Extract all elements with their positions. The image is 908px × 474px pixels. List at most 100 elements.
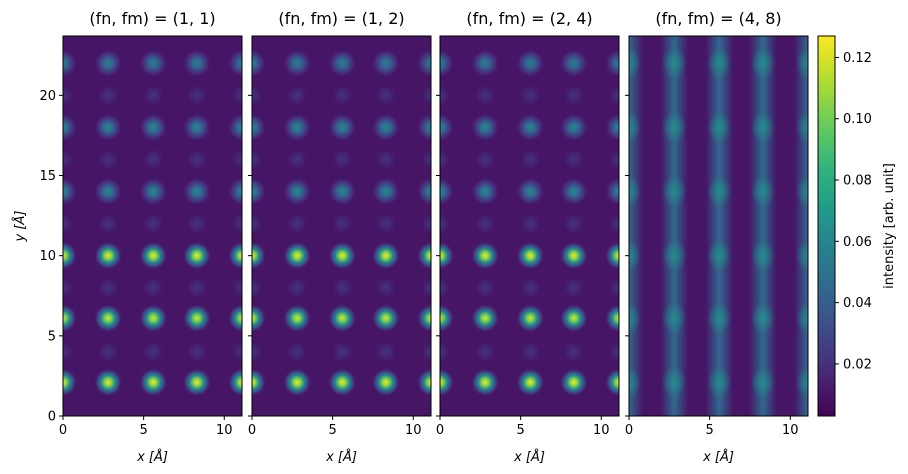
atom-peak	[516, 241, 545, 270]
atom-peak	[516, 304, 545, 333]
atom-peak	[139, 368, 168, 397]
atom-peak	[559, 49, 588, 78]
atom-peak	[63, 49, 77, 78]
panel-3-title: (fn, fm) = (2, 4)	[466, 9, 592, 28]
weak-peak	[186, 149, 207, 170]
atom-peak	[516, 49, 545, 78]
atom-peak	[228, 368, 242, 397]
atom-peak	[417, 113, 431, 142]
atom-peak	[417, 304, 431, 333]
atom-peak	[440, 304, 454, 333]
weak-peak	[63, 149, 73, 170]
intensity-peak	[796, 302, 808, 335]
atom-peak	[139, 113, 168, 142]
colorbar: 0.02 0.04 0.06 0.08 0.10 0.12 intensity [arb.…	[817, 35, 897, 417]
weak-peak	[232, 85, 242, 106]
atom-peak	[283, 241, 312, 270]
atom-peak	[139, 177, 168, 206]
panel-1-xlabel: x [Å]	[136, 449, 168, 465]
intensity-peak	[796, 111, 808, 144]
intensity-peak	[750, 239, 775, 272]
weak-peak	[520, 213, 541, 234]
atom-peak	[559, 241, 588, 270]
atom-peak	[328, 304, 357, 333]
atom-peak	[328, 368, 357, 397]
weak-peak	[287, 149, 308, 170]
atom-peak	[252, 49, 266, 78]
atom-peak	[417, 241, 431, 270]
intensity-peak	[707, 175, 732, 208]
panel-2-frame	[251, 35, 432, 417]
weak-peak	[475, 213, 496, 234]
atom-peak	[139, 49, 168, 78]
intensity-peak	[662, 239, 687, 272]
weak-peak	[520, 341, 541, 362]
atom-peak	[516, 368, 545, 397]
x-tick-label: 5	[705, 423, 713, 438]
weak-peak	[475, 149, 496, 170]
atom-peak	[228, 241, 242, 270]
weak-peak	[609, 277, 619, 298]
atom-peak	[228, 177, 242, 206]
atom-peak	[252, 241, 266, 270]
x-tick-label: 0	[436, 423, 444, 438]
panel-2-title: (fn, fm) = (1, 2)	[278, 9, 404, 28]
weak-peak	[287, 85, 308, 106]
intensity-peak	[707, 302, 732, 335]
panel-1-title: (fn, fm) = (1, 1)	[89, 9, 215, 28]
x-tick-label: 5	[139, 423, 147, 438]
panel-4-frame	[628, 35, 809, 417]
panel-4-title: (fn, fm) = (4, 8)	[655, 9, 781, 28]
atom-peak	[440, 49, 454, 78]
atom-peak	[252, 113, 266, 142]
weak-peak	[232, 341, 242, 362]
weak-peak	[63, 85, 73, 106]
panel-3: (fn, fm) = (2, 4) 0 5 10 x [Å]	[436, 9, 620, 465]
y-tick-label: 10	[39, 249, 56, 264]
panel-3-xlabel: x [Å]	[513, 449, 545, 465]
atom-peak	[182, 177, 211, 206]
atom-peak	[471, 304, 500, 333]
weak-peak	[475, 85, 496, 106]
atom-peak	[417, 368, 431, 397]
weak-peak	[252, 277, 262, 298]
atom-peak	[605, 113, 619, 142]
colorbar-tick-label: 0.06	[843, 235, 872, 250]
weak-peak	[143, 277, 164, 298]
atom-peak	[283, 304, 312, 333]
atom-peak	[328, 113, 357, 142]
atom-peak	[63, 368, 77, 397]
atom-peak	[471, 113, 500, 142]
panel-1-ticks: 0 5 10 0 5 10 15 20	[39, 89, 232, 438]
intensity-column	[748, 36, 777, 416]
intensity-peak	[750, 111, 775, 144]
panel-2-xlabel: x [Å]	[325, 449, 357, 465]
atom-peak	[63, 241, 77, 270]
atom-peak	[471, 177, 500, 206]
panel-3-ticks: 0 5 10	[436, 94, 610, 438]
weak-peak	[421, 341, 431, 362]
atom-peak	[63, 304, 77, 333]
weak-peak	[520, 149, 541, 170]
weak-peak	[520, 277, 541, 298]
intensity-peak	[629, 47, 641, 80]
colorbar-tick-label: 0.10	[843, 112, 872, 127]
atom-peak	[371, 304, 400, 333]
atom-peak	[283, 49, 312, 78]
y-tick-label: 20	[39, 89, 56, 104]
atom-peak	[471, 49, 500, 78]
atom-peak	[471, 241, 500, 270]
intensity-peak	[629, 111, 641, 144]
intensity-peak	[750, 302, 775, 335]
atom-peak	[328, 49, 357, 78]
weak-peak	[332, 277, 353, 298]
atom-peak	[371, 113, 400, 142]
colorbar-label: intensity [arb. unit]	[882, 163, 897, 289]
atom-peak	[559, 113, 588, 142]
atom-peak	[440, 368, 454, 397]
intensity-peak	[662, 111, 687, 144]
atom-peak	[440, 177, 454, 206]
atom-peak	[371, 241, 400, 270]
weak-peak	[332, 341, 353, 362]
